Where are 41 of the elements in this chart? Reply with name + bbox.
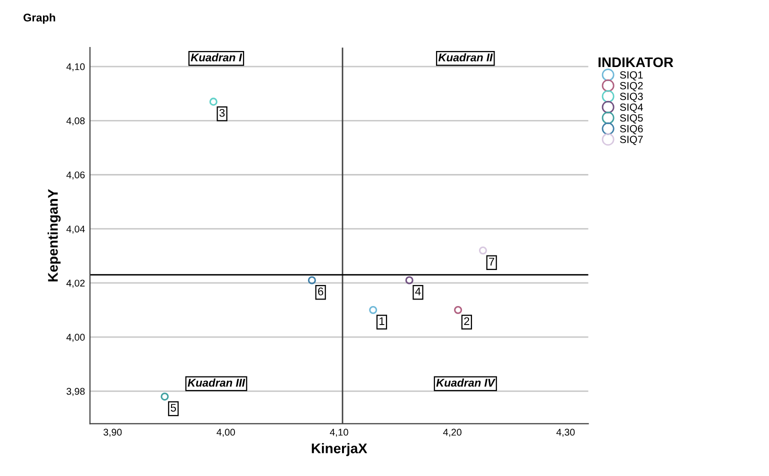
legend-label: SIQ3	[620, 92, 643, 102]
x-tick-label: 4,00	[216, 428, 235, 437]
legend-title: INDIKATOR	[598, 57, 674, 68]
y-tick-label: 4,02	[66, 280, 85, 288]
y-tick-label: 4,04	[66, 226, 85, 234]
legend-label: SIQ2	[620, 82, 643, 92]
point	[478, 246, 487, 255]
y-tick-label: 4,08	[66, 117, 85, 126]
point	[308, 276, 316, 284]
x-tick-label: 4,10	[330, 428, 348, 437]
point	[369, 306, 378, 314]
annotation: 7	[489, 258, 494, 266]
point	[209, 98, 218, 106]
legend-label: SIQ1	[620, 71, 643, 80]
annotation: Kuadran I	[190, 53, 242, 62]
y-tick-label: 4,06	[66, 171, 85, 180]
y-tick-label: 3,98	[66, 388, 85, 396]
annotation: 5	[170, 404, 176, 412]
annotation: 1	[380, 317, 384, 326]
point	[160, 392, 169, 401]
annotation: Kuadran III	[188, 378, 246, 387]
annotation: 4	[415, 288, 421, 296]
point	[405, 276, 414, 284]
x-tick-label: 3,90	[104, 428, 122, 437]
point	[454, 306, 462, 314]
legend-label: SIQ4	[620, 103, 643, 113]
x-axis-title: KinerjaX	[312, 443, 368, 456]
y-tick-label: 4,00	[66, 334, 85, 342]
legend-label: SIQ5	[620, 114, 643, 124]
legend-label: SIQ7	[620, 136, 643, 145]
x-tick-label: 4,30	[556, 428, 575, 437]
annotation: 2	[464, 317, 470, 326]
y-axis-title: KepentinganY	[48, 189, 61, 282]
annotation: Kuadran II	[438, 53, 493, 62]
chart-title: Graph	[24, 13, 56, 24]
legend-label: SIQ6	[620, 125, 643, 134]
y-tick-label: 4,10	[66, 63, 85, 72]
x-tick-label: 4,20	[443, 428, 462, 437]
annotation: 3	[219, 108, 225, 117]
annotation: 6	[318, 287, 324, 296]
annotation: Kuadran IV	[436, 378, 496, 387]
